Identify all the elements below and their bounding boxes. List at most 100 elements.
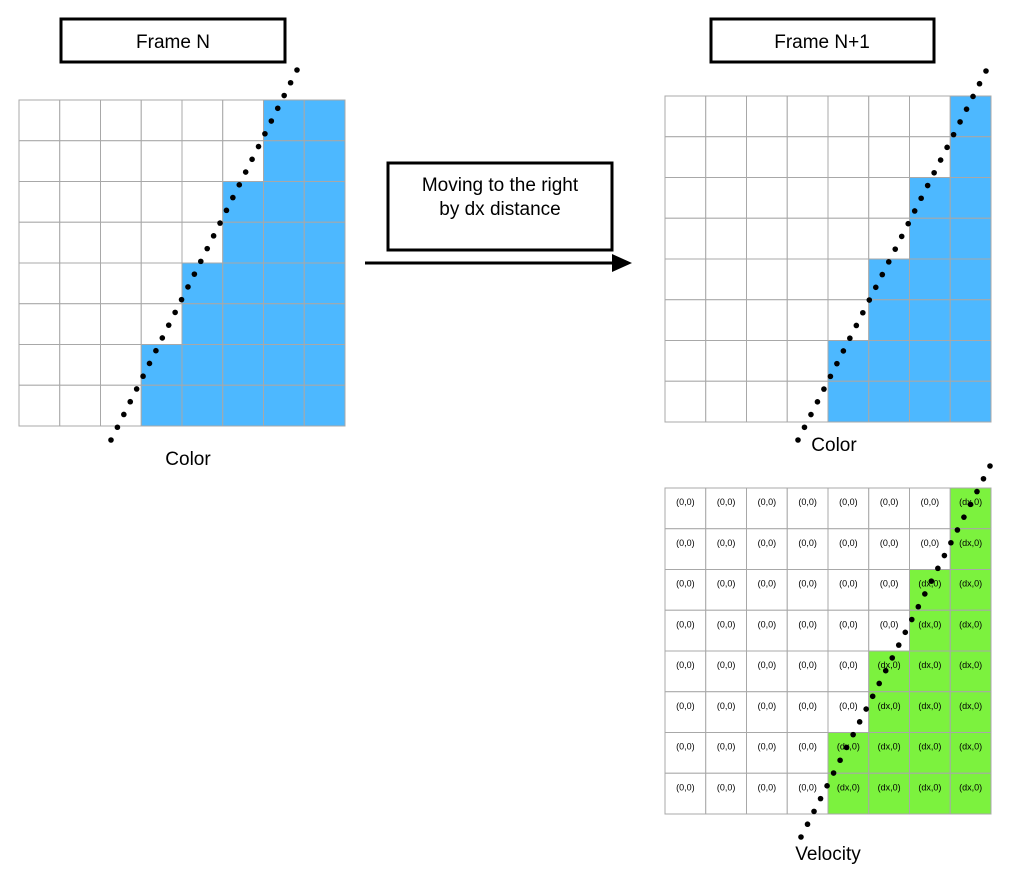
frame-n1-color-cell: [746, 258, 788, 301]
velocity-value-label: (0,0): [758, 782, 777, 792]
velocity-value-label: (0,0): [798, 701, 817, 711]
frame-n1-title: Frame N+1: [774, 32, 870, 53]
velocity-value-label: (dx,0): [959, 579, 982, 589]
velocity-value-label: (dx,0): [959, 782, 982, 792]
frame-n-color-cell: [303, 344, 346, 386]
edge-dot: [191, 271, 198, 277]
edge-dot: [850, 731, 856, 738]
velocity-value-label: (0,0): [717, 742, 736, 752]
velocity-value-label: (0,0): [921, 497, 940, 507]
velocity-caption: Velocity: [795, 844, 861, 865]
frame-n-color-cell: [181, 221, 224, 264]
velocity-cell: [705, 732, 747, 774]
velocity-value-label: (0,0): [798, 538, 817, 548]
frame-n-color-cell: [140, 262, 183, 305]
motion-label-line1: Moving to the right: [422, 175, 579, 196]
edge-dot: [287, 79, 294, 86]
velocity-value-label: (0,0): [676, 782, 695, 792]
frame-n1-color-cell: [786, 380, 829, 423]
frame-n-color-cell: [100, 140, 142, 182]
edge-dot: [798, 834, 804, 840]
frame-n1-color-cell: [746, 177, 788, 219]
edge-dot: [133, 386, 140, 392]
frame-n-color-cell: [222, 384, 264, 427]
velocity-value-label: (0,0): [676, 579, 695, 589]
velocity-cell: [705, 487, 747, 530]
frame-n-color-cell: [59, 344, 101, 386]
frame-n1-color-cell: [827, 95, 870, 138]
frame-n-color-cell: [59, 140, 101, 182]
velocity-cell: [664, 569, 707, 611]
velocity-cell: [949, 528, 992, 570]
edge-dot: [821, 386, 827, 392]
velocity-value-label: (dx,0): [959, 660, 982, 670]
edge-dot: [974, 488, 980, 495]
velocity-value-label: (dx,0): [918, 701, 941, 711]
edge-dot: [210, 233, 217, 239]
edge-dot: [935, 565, 941, 572]
frame-n-color-cell: [140, 99, 183, 142]
edge-dot: [843, 744, 850, 751]
velocity-value-label: (0,0): [717, 782, 736, 792]
edge-dot: [980, 475, 987, 482]
velocity-cell: [746, 732, 788, 774]
velocity-value-label: (dx,0): [959, 619, 982, 629]
velocity-cell: [786, 691, 829, 733]
frame-n-color-cell: [181, 181, 224, 223]
velocity-value-label: (0,0): [676, 742, 695, 752]
edge-dot: [931, 169, 937, 176]
frame-n-color-cell: [263, 303, 305, 345]
velocity-cell: [909, 772, 951, 815]
frame-n-color-cell: [222, 221, 264, 264]
frame-n-color-cell: [140, 384, 183, 427]
frame-n-color-cell: [140, 344, 183, 386]
frame-n1-color-cell: [868, 136, 910, 178]
velocity-value-label: (dx,0): [959, 701, 982, 711]
frame-n1-color-cell: [746, 217, 788, 260]
frame-n-color-cell: [59, 221, 101, 264]
velocity-cell: [949, 772, 992, 815]
frame-n-color-cell: [263, 140, 305, 182]
velocity-cell: [746, 487, 788, 530]
frame-n-title-box: Frame N: [59, 17, 287, 64]
velocity-value-label: (dx,0): [918, 619, 941, 629]
velocity-cell: [868, 650, 910, 693]
velocity-cell: [746, 772, 788, 815]
frame-n1-edge-dots: [795, 68, 989, 443]
motion-label-box: Moving to the right by dx distance: [386, 161, 614, 252]
frame-n-color-cell: [100, 221, 142, 264]
frame-n1-color-cell: [746, 380, 788, 423]
velocity-value-label: (dx,0): [837, 782, 860, 792]
edge-dot: [924, 182, 931, 189]
frame-n1-color-caption: Color: [811, 435, 857, 456]
frame-n-color-cell: [18, 344, 61, 386]
velocity-value-label: (0,0): [758, 701, 777, 711]
frame-n-edge-dots: [108, 67, 300, 443]
edge-dot: [948, 539, 954, 546]
frame-n1-color-cell: [786, 340, 829, 382]
velocity-value-label: (0,0): [758, 619, 777, 629]
edge-dot: [159, 335, 166, 341]
velocity-value-label: (0,0): [839, 497, 858, 507]
frame-n-color-cell: [18, 262, 61, 305]
velocity-cell: [909, 528, 951, 570]
velocity-value-label: (0,0): [921, 538, 940, 548]
frame-n1-color-cell: [949, 380, 992, 423]
velocity-cell: [664, 487, 707, 530]
velocity-cell: [786, 772, 829, 815]
velocity-value-label: (0,0): [758, 497, 777, 507]
edge-dot: [204, 245, 211, 252]
velocity-value-label: (0,0): [880, 538, 899, 548]
velocity-value-label: (0,0): [758, 742, 777, 752]
frame-n1-color-cell: [868, 340, 910, 382]
edge-dot: [121, 411, 127, 418]
velocity-value-label: (0,0): [839, 660, 858, 670]
edge-dot: [165, 322, 172, 328]
frame-n-color-cell: [303, 140, 346, 182]
velocity-value-label: (0,0): [798, 782, 817, 792]
frame-n1-color-cell: [664, 136, 707, 178]
frame-n-color-cell: [59, 262, 101, 305]
frame-n-color-cell: [18, 384, 61, 427]
frame-n-title: Frame N: [136, 32, 210, 53]
velocity-cell: [705, 691, 747, 733]
